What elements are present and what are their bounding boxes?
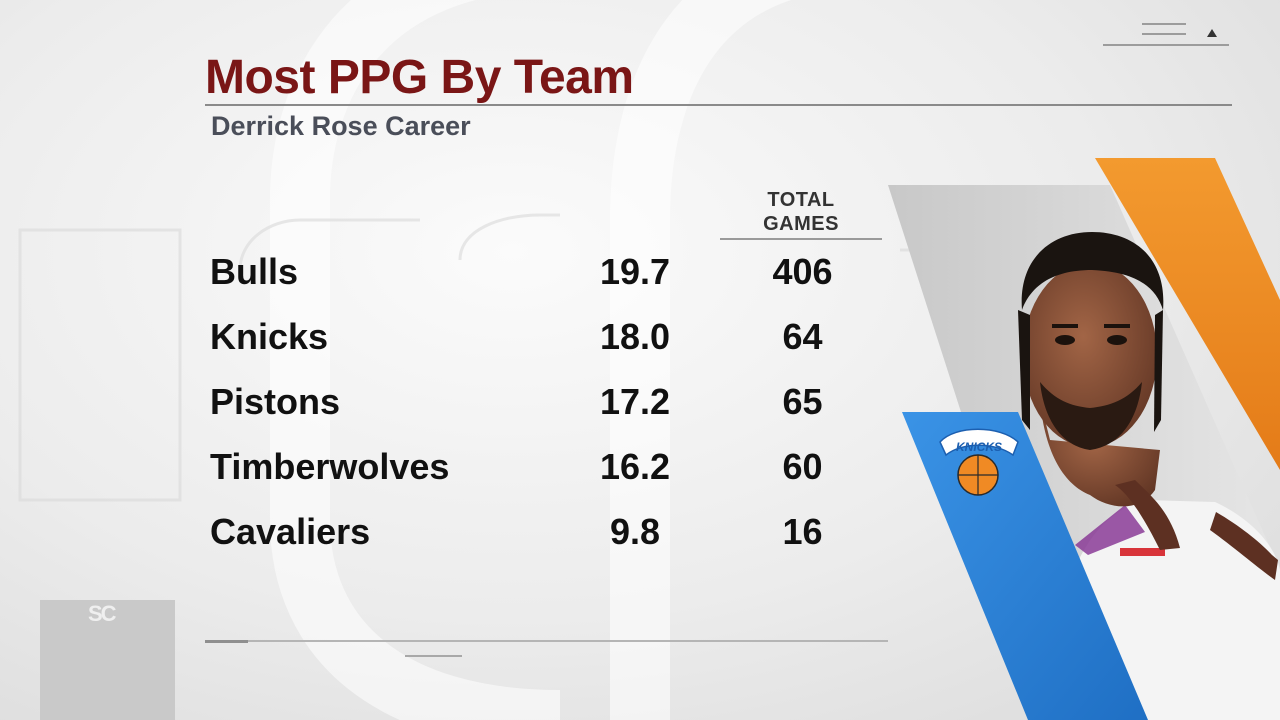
total-games: 65	[782, 381, 823, 422]
knicks-logo-icon: KNICKS	[939, 428, 1019, 496]
stats-table: Bulls 19.7 406 Knicks 18.0 64 Pistons 17…	[210, 240, 900, 565]
bottom-divider-accent	[205, 640, 248, 643]
team-name: Cavaliers	[210, 511, 371, 552]
graphic-subtitle: Derrick Rose Career	[211, 111, 471, 141]
table-row: Pistons 17.2 65	[210, 370, 900, 435]
column-header-line-1: TOTAL	[767, 189, 835, 211]
table-row: Knicks 18.0 64	[210, 305, 900, 370]
points-per-game: 18.0	[599, 316, 671, 357]
sportscenter-logo: SC	[88, 601, 117, 626]
team-name: Timberwolves	[210, 446, 450, 487]
table-row: Bulls 19.7 406	[210, 240, 900, 305]
total-games: 60	[782, 446, 823, 487]
total-games: 64	[782, 316, 823, 357]
total-games: 406	[772, 251, 833, 292]
caret-up-icon	[1207, 29, 1217, 37]
total-games: 16	[782, 511, 823, 552]
title-divider	[205, 104, 1232, 106]
points-per-game: 17.2	[599, 381, 671, 422]
hamburger-icon	[1103, 23, 1229, 46]
column-header-line-2: GAMES	[763, 213, 839, 235]
graphic-title: Most PPG By Team	[205, 51, 634, 104]
points-per-game: 9.8	[609, 511, 661, 552]
points-per-game: 16.2	[599, 446, 671, 487]
points-per-game: 19.7	[599, 251, 671, 292]
team-name: Pistons	[210, 381, 341, 422]
network-logo-box	[40, 600, 175, 720]
player-panel: KNICKS	[888, 158, 1280, 720]
total-games-header: TOTAL GAMES	[720, 188, 882, 236]
bottom-divider	[205, 640, 888, 642]
team-name: Knicks	[210, 316, 329, 357]
column-header-divider	[720, 238, 882, 240]
knicks-logo-text: KNICKS	[956, 440, 1002, 454]
table-row: Cavaliers 9.8 16	[210, 500, 900, 565]
team-name: Bulls	[210, 251, 299, 292]
broadcast-status-widget	[1100, 18, 1230, 48]
bottom-divider-short	[405, 655, 462, 657]
orange-stripe	[1095, 158, 1280, 470]
table-row: Timberwolves 16.2 60	[210, 435, 900, 500]
